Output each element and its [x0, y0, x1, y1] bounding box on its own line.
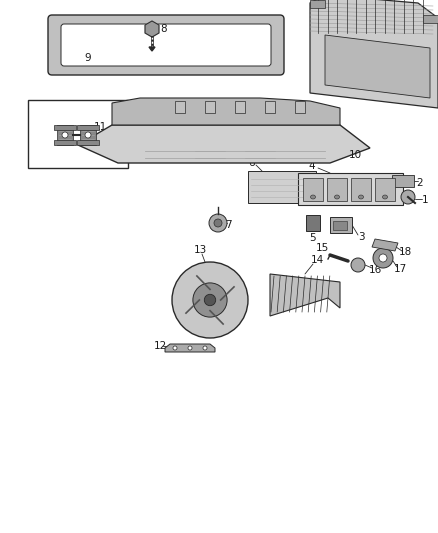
- Ellipse shape: [173, 346, 177, 350]
- Circle shape: [373, 248, 393, 268]
- Bar: [235, 101, 245, 113]
- Circle shape: [379, 254, 387, 262]
- Ellipse shape: [85, 132, 91, 138]
- Bar: [54, 125, 76, 130]
- Bar: [333, 221, 347, 230]
- Text: 15: 15: [315, 243, 328, 253]
- FancyBboxPatch shape: [61, 24, 271, 66]
- Text: 5: 5: [310, 233, 316, 243]
- Text: 9: 9: [85, 53, 91, 63]
- Ellipse shape: [311, 195, 315, 199]
- Bar: [303, 178, 323, 201]
- Text: 12: 12: [153, 341, 166, 351]
- Bar: [375, 178, 395, 201]
- Ellipse shape: [188, 346, 192, 350]
- Circle shape: [351, 258, 365, 272]
- Bar: [392, 175, 414, 187]
- Text: 6: 6: [249, 158, 255, 168]
- Text: 4: 4: [309, 161, 315, 171]
- Bar: [330, 217, 352, 233]
- Polygon shape: [165, 344, 215, 352]
- Polygon shape: [145, 21, 159, 37]
- Circle shape: [214, 219, 222, 227]
- Polygon shape: [372, 239, 398, 251]
- Polygon shape: [310, 0, 438, 108]
- Bar: [265, 101, 275, 113]
- Bar: [28, 100, 128, 168]
- Bar: [306, 215, 320, 231]
- Bar: [175, 101, 185, 113]
- Text: 14: 14: [311, 255, 324, 265]
- Bar: [205, 101, 215, 113]
- Text: 1: 1: [422, 195, 428, 205]
- Text: 17: 17: [393, 264, 406, 274]
- Polygon shape: [149, 47, 155, 51]
- Text: 13: 13: [193, 245, 207, 255]
- Circle shape: [193, 283, 227, 317]
- Bar: [54, 140, 76, 145]
- Ellipse shape: [382, 195, 388, 199]
- Bar: [295, 101, 305, 113]
- Bar: [57, 125, 73, 145]
- Ellipse shape: [335, 195, 339, 199]
- Bar: [298, 173, 403, 205]
- Bar: [310, 0, 325, 8]
- Bar: [77, 125, 99, 130]
- Circle shape: [172, 262, 248, 338]
- Text: 11: 11: [93, 122, 106, 132]
- FancyBboxPatch shape: [48, 15, 284, 75]
- Circle shape: [204, 294, 215, 306]
- Bar: [77, 140, 99, 145]
- Text: 2: 2: [417, 178, 423, 188]
- Text: 3: 3: [358, 232, 364, 242]
- Text: 16: 16: [368, 265, 381, 275]
- Bar: [248, 171, 316, 203]
- Polygon shape: [270, 274, 340, 316]
- Text: 7: 7: [225, 220, 231, 230]
- Polygon shape: [325, 35, 430, 98]
- Bar: [327, 178, 347, 201]
- Text: 18: 18: [399, 247, 412, 257]
- Ellipse shape: [62, 132, 68, 138]
- Ellipse shape: [358, 195, 364, 199]
- Ellipse shape: [203, 346, 207, 350]
- Polygon shape: [112, 98, 340, 125]
- Bar: [351, 178, 371, 201]
- Circle shape: [401, 190, 415, 204]
- Circle shape: [209, 214, 227, 232]
- Polygon shape: [78, 125, 370, 163]
- Bar: [423, 15, 438, 23]
- Text: 8: 8: [161, 24, 167, 34]
- Text: 10: 10: [349, 150, 361, 160]
- Bar: [80, 125, 96, 145]
